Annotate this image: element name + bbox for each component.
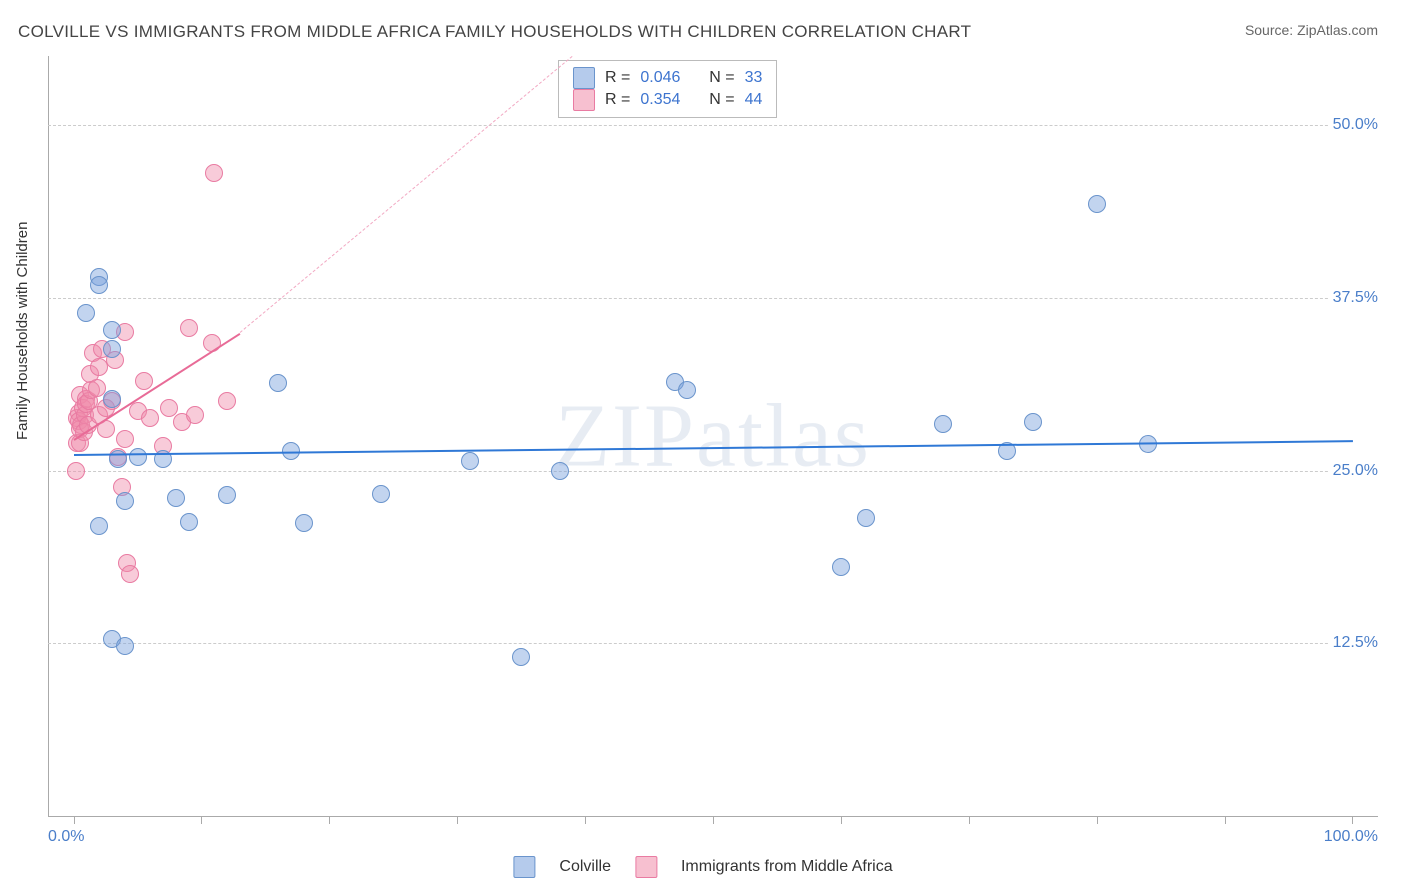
x-tick xyxy=(969,816,970,824)
data-point xyxy=(269,374,287,392)
data-point xyxy=(116,637,134,655)
data-point xyxy=(180,319,198,337)
data-point xyxy=(129,448,147,466)
swatch-icon xyxy=(513,856,535,878)
bottom-legend: Colville Immigrants from Middle Africa xyxy=(513,856,892,878)
y-tick-label: 37.5% xyxy=(1329,289,1382,307)
x-tick xyxy=(841,816,842,824)
r-value: 0.354 xyxy=(640,91,680,109)
data-point xyxy=(205,164,223,182)
trend-line xyxy=(239,56,572,333)
x-tick xyxy=(74,816,75,824)
data-point xyxy=(186,406,204,424)
y-tick-label: 12.5% xyxy=(1329,634,1382,652)
data-point xyxy=(551,462,569,480)
y-tick-label: 50.0% xyxy=(1329,116,1382,134)
data-point xyxy=(167,489,185,507)
x-tick xyxy=(457,816,458,824)
legend-label-colville: Colville xyxy=(559,858,611,876)
data-point xyxy=(295,514,313,532)
x-tick xyxy=(1352,816,1353,824)
data-point xyxy=(67,462,85,480)
data-point xyxy=(1024,413,1042,431)
data-point xyxy=(90,517,108,535)
data-point xyxy=(121,565,139,583)
legend-label-immigrants: Immigrants from Middle Africa xyxy=(681,858,893,876)
data-point xyxy=(218,392,236,410)
data-point xyxy=(832,558,850,576)
trend-line xyxy=(74,440,1353,456)
x-tick xyxy=(329,816,330,824)
x-tick xyxy=(713,816,714,824)
data-point xyxy=(857,509,875,527)
source-attribution: Source: ZipAtlas.com xyxy=(1245,22,1378,38)
data-point xyxy=(678,381,696,399)
r-value: 0.046 xyxy=(640,69,680,87)
stats-row-immigrants: R = 0.354 N = 44 xyxy=(573,89,762,111)
x-axis-max-label: 100.0% xyxy=(1324,828,1378,846)
x-tick xyxy=(201,816,202,824)
stats-legend-box: R = 0.046 N = 33 R = 0.354 N = 44 xyxy=(558,60,777,118)
gridline xyxy=(48,643,1378,644)
chart-plot-area: ZIPatlas R = 0.046 N = 33 R = 0.354 N = … xyxy=(48,56,1378,817)
data-point xyxy=(116,430,134,448)
data-point xyxy=(461,452,479,470)
data-point xyxy=(77,304,95,322)
swatch-icon xyxy=(573,89,595,111)
watermark-text: ZIPatlas xyxy=(555,385,871,488)
data-point xyxy=(1088,195,1106,213)
swatch-icon xyxy=(635,856,657,878)
n-value: 33 xyxy=(745,69,763,87)
x-tick xyxy=(585,816,586,824)
gridline xyxy=(48,125,1378,126)
r-label: R = xyxy=(605,91,630,109)
data-point xyxy=(218,486,236,504)
data-point xyxy=(90,276,108,294)
data-point xyxy=(512,648,530,666)
data-point xyxy=(372,485,390,503)
swatch-icon xyxy=(573,67,595,89)
data-point xyxy=(116,492,134,510)
data-point xyxy=(135,372,153,390)
y-tick-label: 25.0% xyxy=(1329,462,1382,480)
n-label: N = xyxy=(709,69,734,87)
x-tick xyxy=(1225,816,1226,824)
x-tick xyxy=(1097,816,1098,824)
chart-title: COLVILLE VS IMMIGRANTS FROM MIDDLE AFRIC… xyxy=(18,22,971,42)
data-point xyxy=(103,321,121,339)
data-point xyxy=(180,513,198,531)
data-point xyxy=(934,415,952,433)
stats-row-colville: R = 0.046 N = 33 xyxy=(573,67,762,89)
y-axis-line xyxy=(48,56,49,816)
gridline xyxy=(48,298,1378,299)
n-label: N = xyxy=(709,91,734,109)
data-point xyxy=(103,390,121,408)
data-point xyxy=(141,409,159,427)
r-label: R = xyxy=(605,69,630,87)
data-point xyxy=(103,340,121,358)
gridline xyxy=(48,471,1378,472)
y-axis-title: Family Households with Children xyxy=(14,222,31,440)
x-axis-min-label: 0.0% xyxy=(48,828,84,846)
n-value: 44 xyxy=(745,91,763,109)
